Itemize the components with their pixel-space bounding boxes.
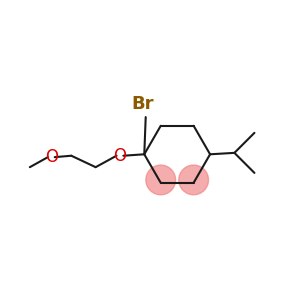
- Circle shape: [146, 165, 175, 195]
- Text: O: O: [113, 147, 127, 165]
- Text: O: O: [45, 148, 58, 166]
- Circle shape: [179, 165, 208, 195]
- Text: Br: Br: [132, 95, 154, 113]
